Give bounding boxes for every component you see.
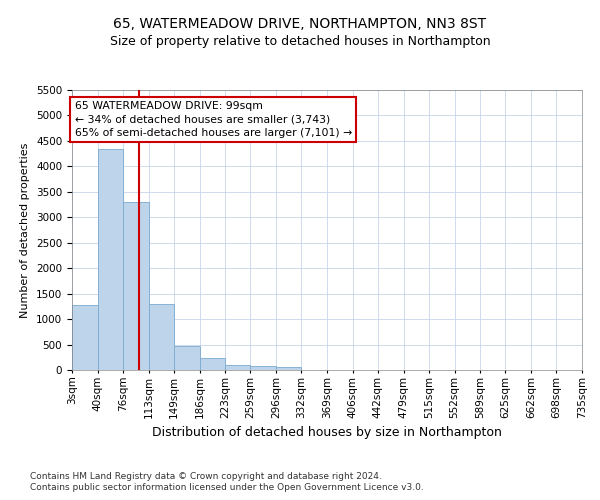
Bar <box>225 365 250 370</box>
Bar <box>250 366 276 370</box>
Text: Size of property relative to detached houses in Northampton: Size of property relative to detached ho… <box>110 35 490 48</box>
Text: Contains public sector information licensed under the Open Government Licence v3: Contains public sector information licen… <box>30 484 424 492</box>
Text: 65, WATERMEADOW DRIVE, NORTHAMPTON, NN3 8ST: 65, WATERMEADOW DRIVE, NORTHAMPTON, NN3 … <box>113 18 487 32</box>
Bar <box>276 368 301 370</box>
Bar <box>199 358 225 370</box>
Bar <box>174 346 199 370</box>
Bar <box>123 202 149 370</box>
X-axis label: Distribution of detached houses by size in Northampton: Distribution of detached houses by size … <box>152 426 502 439</box>
Bar <box>72 306 98 370</box>
Text: Contains HM Land Registry data © Crown copyright and database right 2024.: Contains HM Land Registry data © Crown c… <box>30 472 382 481</box>
Y-axis label: Number of detached properties: Number of detached properties <box>20 142 31 318</box>
Bar <box>98 148 123 370</box>
Text: 65 WATERMEADOW DRIVE: 99sqm
← 34% of detached houses are smaller (3,743)
65% of : 65 WATERMEADOW DRIVE: 99sqm ← 34% of det… <box>75 101 352 138</box>
Bar <box>149 304 174 370</box>
